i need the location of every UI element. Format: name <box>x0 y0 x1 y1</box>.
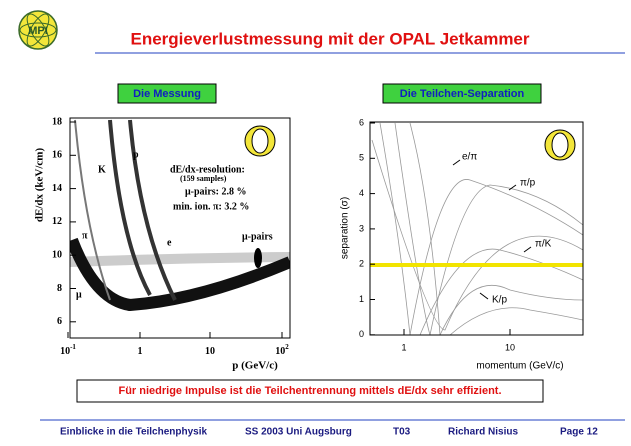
tick-base: 10 <box>60 346 70 357</box>
y-tick-label: 14 <box>52 183 62 194</box>
y-tick-label: 18 <box>52 116 62 127</box>
annotation: e <box>167 237 172 248</box>
annotations: e/π π/p π/K K/p <box>462 152 552 306</box>
annotation: e/π <box>462 152 477 163</box>
y-tick-label: 3 <box>359 223 364 233</box>
y-tick-label: 16 <box>52 150 62 161</box>
logo-text: MPI <box>28 25 48 37</box>
annotation: K <box>98 164 106 175</box>
footer-text: T03 <box>393 427 411 438</box>
heading-box <box>117 83 217 104</box>
logo: MPI <box>18 10 58 50</box>
y-label: separation (σ) <box>340 197 351 259</box>
y-label: dE/dx (keV/cm) <box>34 148 46 223</box>
footer-text: SS 2003 Uni Augsburg <box>245 427 352 438</box>
annotation: μ-pairs <box>242 231 273 242</box>
y-tick-label: 1 <box>359 294 364 304</box>
annotation: K/p <box>492 295 507 306</box>
y-tick-label: 5 <box>359 153 364 163</box>
annotation: μ-pairs: 2.8 % <box>185 186 247 197</box>
annotation: π/K <box>535 239 552 250</box>
y-tick-label: 2 <box>359 259 364 269</box>
frame <box>69 117 291 339</box>
opal-logo <box>244 125 276 157</box>
conclusion-box <box>76 379 544 403</box>
opal-logo <box>544 129 576 161</box>
heading: Die Messung <box>133 88 201 100</box>
tick-exp: 2 <box>285 343 289 351</box>
tick-exp: -1 <box>70 343 76 351</box>
annotations: p K dE/dx-resolution: (159 samples) μ-pa… <box>76 149 273 300</box>
y-tick-label: 4 <box>359 188 364 198</box>
y-tick-label: 6 <box>57 316 62 327</box>
y-tick-label: 12 <box>52 216 62 227</box>
x-label: momentum (GeV/c) <box>476 361 563 372</box>
y-tick-label: 8 <box>57 283 62 294</box>
footer-text: Richard Nisius <box>448 427 518 438</box>
heading: Die Teilchen-Separation <box>400 88 525 100</box>
tick-base: 10 <box>275 346 285 357</box>
annotation: μ <box>76 289 82 300</box>
tick-base: 1 <box>138 346 143 357</box>
scatter-bands <box>70 119 290 312</box>
annotation: π <box>82 230 88 241</box>
x-tick-label: 102 <box>275 343 289 358</box>
annotation: p <box>133 149 139 160</box>
x-tick-label: 1 <box>401 342 406 352</box>
y-tick-label: 0 <box>359 329 364 339</box>
tick-base: 10 <box>205 346 215 357</box>
x-label: p (GeV/c) <box>232 360 278 372</box>
y-tick-label: 10 <box>52 249 62 260</box>
heading-box <box>382 83 542 104</box>
annotation: dE/dx-resolution: <box>170 164 245 175</box>
footer-text: Page 12 <box>560 427 598 438</box>
conclusion: Für niedrige Impulse ist die Teilchentre… <box>118 385 501 397</box>
y-tick-label: 6 <box>359 117 364 127</box>
x-tick-label: 10 <box>505 342 515 352</box>
x-tick-label: 10 <box>205 346 215 357</box>
arrows <box>452 159 532 300</box>
x-tick-label: 10-1 <box>60 343 76 358</box>
title: Energieverlustmessung mit der OPAL Jetka… <box>130 29 529 48</box>
x-tick-label: 1 <box>138 346 143 357</box>
annotation: min. ion. π: 3.2 % <box>173 201 249 212</box>
annotation: (159 samples) <box>180 174 227 183</box>
footer-text: Einblicke in die Teilchenphysik <box>60 427 208 438</box>
annotation: π/p <box>520 178 536 189</box>
